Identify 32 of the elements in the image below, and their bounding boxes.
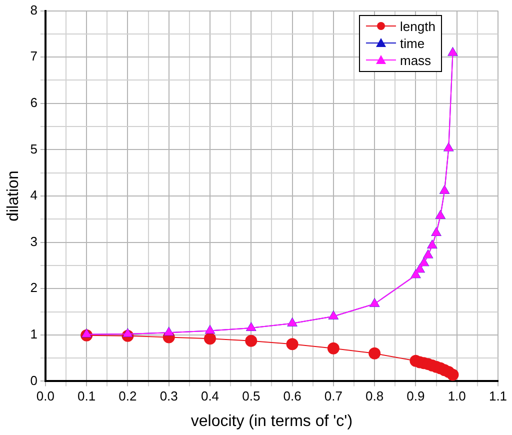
y-tick-label: 5 [30,141,38,156]
x-axis-title: velocity (in terms of 'c') [190,412,353,430]
y-tick-label: 1 [30,326,38,342]
x-tick-label: 0.7 [324,388,342,404]
x-tick-label: 0.5 [242,388,260,404]
legend-label: length [400,18,436,35]
x-tick-label: 0.8 [366,388,384,404]
y-tick-label: 3 [30,234,38,249]
x-tick-label: 0.3 [160,388,178,404]
y-tick-label: 0 [30,372,38,388]
y-tick-label: 2 [30,280,38,296]
x-tick-label: 0.1 [78,388,96,404]
x-tick-label: 0.2 [118,388,137,404]
y-axis-title: dilation [5,170,22,222]
point [245,334,258,347]
x-tick-label: 0.9 [406,388,425,404]
legend-label: mass [400,52,432,69]
x-tick-label: 1.0 [448,388,466,404]
legend-label: time [400,34,425,52]
y-tick-label: 8 [30,2,38,18]
point [204,332,216,345]
y-tick-label: 7 [30,48,38,64]
point [368,347,381,360]
y-tick-label: 6 [30,94,38,110]
x-tick-label: 0.6 [283,388,302,404]
point [286,338,298,350]
x-tick-label: 1.1 [488,388,508,404]
x-tick-label: 0.4 [200,388,220,404]
x-tick-label: 0.0 [36,388,54,404]
y-tick-label: 4 [30,188,38,203]
point [446,368,459,381]
point [327,342,340,354]
